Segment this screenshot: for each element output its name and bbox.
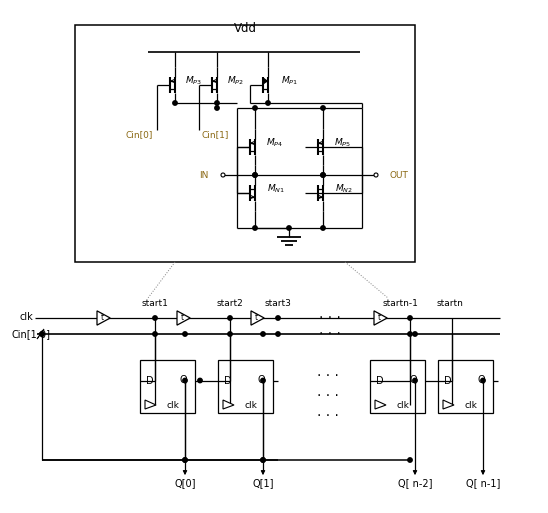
Text: start2: start2 (216, 300, 243, 308)
Circle shape (261, 458, 265, 462)
Text: D: D (376, 376, 384, 385)
Text: Cin[1]: Cin[1] (201, 130, 229, 140)
Circle shape (276, 332, 280, 336)
Text: $M_{N2}$: $M_{N2}$ (335, 183, 353, 195)
Text: start1: start1 (141, 300, 168, 308)
Circle shape (198, 378, 202, 383)
Circle shape (413, 332, 417, 336)
Circle shape (215, 106, 219, 110)
Text: Q[1]: Q[1] (252, 478, 274, 488)
Circle shape (321, 106, 325, 110)
Text: D: D (224, 376, 232, 385)
Text: $M_{P5}$: $M_{P5}$ (334, 137, 351, 149)
Circle shape (183, 332, 187, 336)
Circle shape (374, 173, 378, 177)
Text: t: t (378, 313, 380, 323)
Circle shape (221, 173, 225, 177)
Text: clk: clk (244, 401, 258, 409)
Polygon shape (145, 400, 156, 409)
Text: t: t (180, 313, 184, 323)
Text: startn: startn (437, 300, 464, 308)
Circle shape (261, 332, 265, 336)
Text: D: D (444, 376, 452, 385)
Text: startn-1: startn-1 (382, 300, 418, 308)
Bar (438, 360, 493, 413)
Bar (218, 360, 273, 413)
Circle shape (253, 173, 257, 177)
Circle shape (266, 101, 270, 105)
Text: Cin[0]: Cin[0] (125, 130, 153, 140)
Polygon shape (97, 311, 110, 325)
Text: t: t (100, 313, 104, 323)
Text: clk: clk (167, 401, 179, 409)
Circle shape (183, 378, 187, 383)
Circle shape (40, 332, 44, 336)
Circle shape (408, 332, 412, 336)
Text: Vdd: Vdd (233, 23, 256, 35)
Text: $M_{P4}$: $M_{P4}$ (266, 137, 283, 149)
Polygon shape (251, 311, 264, 325)
Circle shape (261, 458, 265, 462)
Circle shape (481, 378, 485, 383)
Bar (140, 360, 195, 413)
Circle shape (408, 458, 412, 462)
Text: · · ·: · · · (319, 327, 341, 341)
Polygon shape (375, 400, 386, 409)
Text: Q: Q (179, 376, 187, 385)
Text: clk: clk (397, 401, 409, 409)
Text: · · ·: · · · (317, 369, 339, 384)
Text: Q[ n-2]: Q[ n-2] (398, 478, 432, 488)
Circle shape (40, 332, 44, 336)
Text: t: t (254, 313, 258, 323)
Circle shape (215, 101, 219, 105)
Text: clk: clk (465, 401, 477, 409)
Circle shape (253, 173, 257, 177)
Polygon shape (223, 400, 234, 409)
Circle shape (321, 173, 325, 177)
Circle shape (153, 316, 157, 320)
Circle shape (153, 332, 157, 336)
Circle shape (287, 226, 291, 230)
Circle shape (261, 378, 265, 383)
Text: · · ·: · · · (317, 409, 339, 424)
Polygon shape (374, 311, 387, 325)
Polygon shape (443, 400, 454, 409)
Circle shape (276, 316, 280, 320)
Text: $M_{N1}$: $M_{N1}$ (267, 183, 285, 195)
Text: $M_{P2}$: $M_{P2}$ (227, 75, 244, 87)
Text: Q: Q (257, 376, 265, 385)
Text: · · ·: · · · (317, 389, 339, 404)
Circle shape (228, 332, 232, 336)
Text: D: D (146, 376, 154, 385)
Bar (75, 25, 415, 262)
Text: Q[ n-1]: Q[ n-1] (466, 478, 500, 488)
Circle shape (173, 101, 177, 105)
Circle shape (253, 106, 257, 110)
Circle shape (253, 226, 257, 230)
Circle shape (321, 173, 325, 177)
Circle shape (408, 316, 412, 320)
Polygon shape (177, 311, 190, 325)
Bar (370, 360, 425, 413)
Text: IN: IN (199, 170, 209, 180)
Text: Q[0]: Q[0] (174, 478, 196, 488)
Text: OUT: OUT (390, 170, 409, 180)
Circle shape (321, 226, 325, 230)
Text: · · ·: · · · (319, 311, 341, 325)
Text: $M_{P3}$: $M_{P3}$ (185, 75, 202, 87)
Text: Cin[1:0]: Cin[1:0] (12, 329, 51, 339)
Circle shape (413, 378, 417, 383)
Circle shape (183, 458, 187, 462)
Polygon shape (263, 78, 267, 84)
Circle shape (183, 458, 187, 462)
Text: $M_{P1}$: $M_{P1}$ (281, 75, 298, 87)
Text: Q: Q (477, 376, 485, 385)
Circle shape (228, 316, 232, 320)
Text: start3: start3 (265, 300, 292, 308)
Text: Q: Q (409, 376, 417, 385)
Text: clk: clk (20, 312, 34, 322)
